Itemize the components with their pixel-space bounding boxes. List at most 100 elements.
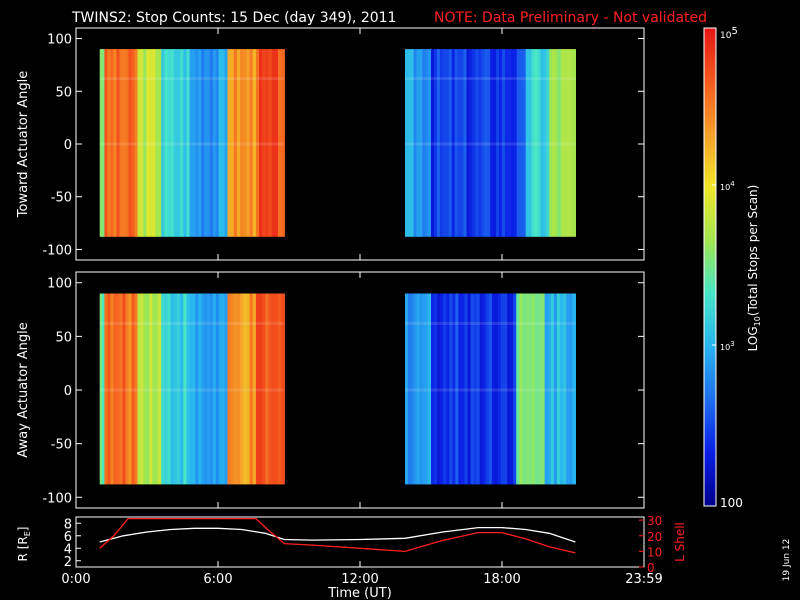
heatmap-cell — [143, 49, 147, 237]
heatmap-cell — [207, 49, 211, 237]
heatmap-cell — [552, 49, 556, 237]
heatmap-cell — [246, 49, 251, 237]
heatmap-cell — [271, 293, 276, 485]
y-tick-right-label: 20 — [647, 530, 662, 544]
heatmap-cell — [236, 293, 241, 485]
heatmap-cell — [428, 49, 432, 237]
y-tick-label: 4 — [64, 542, 72, 557]
heatmap-cell — [458, 293, 462, 485]
heatmap-cell — [556, 293, 561, 485]
away-ylabel: Away Actuator Angle — [16, 322, 31, 457]
heatmap-cell — [183, 49, 188, 237]
heatmap-cell — [252, 293, 257, 485]
heatmap-cell — [475, 49, 479, 237]
heatmap-cell — [192, 293, 196, 485]
heatmap-cell — [155, 49, 159, 237]
heatmap-cell — [177, 49, 181, 237]
y-tick-label: -100 — [42, 491, 72, 506]
heatmap-cell — [469, 49, 474, 237]
heatmap-cell — [550, 293, 555, 485]
angle-band — [99, 388, 285, 392]
heatmap-cell — [227, 293, 232, 485]
heatmap-cell — [262, 293, 266, 485]
heatmap-cell — [152, 293, 156, 485]
heatmap-cell — [110, 293, 114, 485]
heatmap-cell — [207, 293, 211, 485]
heatmap-cell — [230, 49, 235, 237]
heatmap-cell — [125, 293, 130, 485]
x-tick-label: 6:00 — [203, 572, 232, 587]
heatmap-cell — [452, 293, 456, 485]
heatmap-cell — [428, 293, 432, 485]
y-tick-label: 50 — [55, 85, 72, 100]
heatmap-cell — [149, 293, 153, 485]
heatmap-cell — [516, 49, 521, 237]
heatmap-cell — [281, 293, 285, 485]
heatmap-cell — [224, 49, 229, 237]
heatmap-cell — [152, 49, 156, 237]
heatmap-cell — [278, 293, 282, 485]
heatmap-cell — [535, 293, 539, 485]
angle-band — [99, 77, 285, 81]
heatmap-cell — [255, 49, 260, 237]
colorbar-label: LOG10(Total Stops per Scan) — [746, 185, 762, 352]
x-tick-label: 0:00 — [61, 572, 90, 587]
heatmap-cell — [522, 293, 527, 485]
y-tick-label: 0 — [64, 384, 72, 399]
angle-band — [404, 142, 576, 146]
heatmap-cell — [134, 293, 139, 485]
y-tick-label: -100 — [42, 243, 72, 258]
heatmap-cell — [496, 49, 500, 237]
heatmap-cell — [502, 49, 506, 237]
heatmap-cell — [158, 293, 162, 485]
heatmap-cell — [572, 49, 576, 237]
heatmap-cell — [265, 293, 270, 485]
heatmap-cell — [240, 49, 244, 237]
toward-heatmap-panel — [99, 49, 576, 237]
heatmap-cell — [572, 293, 576, 485]
heatmap-cell — [538, 293, 543, 485]
heatmap-cell — [186, 293, 191, 485]
heatmap-cell — [436, 49, 441, 237]
heatmap-cell — [461, 293, 465, 485]
heatmap-cell — [249, 49, 254, 237]
y-tick-right-label: 0 — [647, 561, 655, 575]
heatmap-cell — [457, 49, 462, 237]
heatmap-cell — [472, 49, 476, 237]
heatmap-cell — [431, 293, 435, 485]
heatmap-cell — [410, 49, 415, 237]
heatmap-cell — [189, 293, 194, 485]
orbit-panel-frame — [75, 516, 645, 568]
y-tick-label: 50 — [55, 330, 72, 345]
heatmap-cell — [516, 293, 520, 485]
y-tick-right-label: 10 — [647, 545, 662, 559]
heatmap-cell — [192, 49, 196, 237]
heatmap-cell — [449, 293, 453, 485]
heatmap-cell — [268, 293, 273, 485]
angle-band — [99, 142, 285, 146]
y-tick-label: 100 — [47, 33, 72, 48]
heatmap-cell — [407, 293, 412, 485]
heatmap-cell — [549, 49, 553, 237]
time-xlabel: Time (UT) — [327, 586, 392, 600]
heatmap-cell — [268, 49, 273, 237]
heatmap-cell — [146, 49, 150, 237]
heatmap-cell — [149, 49, 153, 237]
heatmap-cell — [454, 49, 459, 237]
heatmap-cell — [173, 49, 178, 237]
heatmap-cell — [99, 293, 103, 485]
colorbar-tick-low: 103 — [720, 340, 735, 352]
heatmap-cell — [422, 49, 426, 237]
heatmap-cell — [543, 49, 547, 237]
heatmap-cell — [547, 293, 552, 485]
y-tick-label: 6 — [64, 530, 72, 545]
heatmap-cell — [491, 293, 496, 485]
heatmap-cell — [553, 293, 558, 485]
angle-band — [404, 321, 576, 325]
heatmap-cell — [195, 293, 199, 485]
heatmap-cell — [119, 49, 124, 237]
heatmap-cell — [170, 49, 175, 237]
heatmap-cell — [473, 293, 478, 485]
heatmap-cell — [99, 49, 103, 237]
